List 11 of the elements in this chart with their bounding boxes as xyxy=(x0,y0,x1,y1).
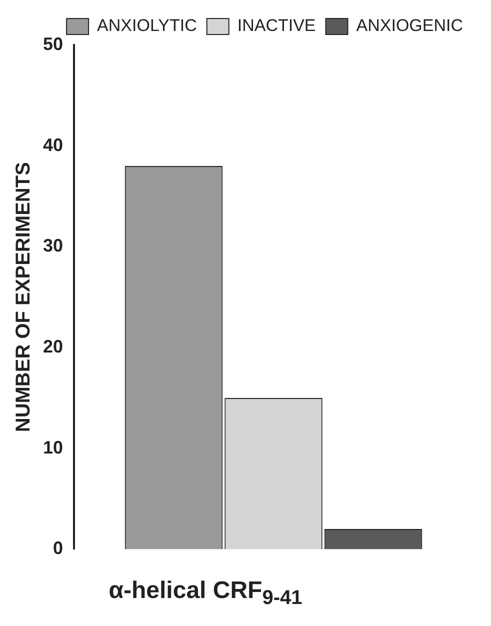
y-tick-label: 50 xyxy=(42,34,64,54)
y-tick-label: 0 xyxy=(53,538,64,558)
legend-label: ANXIOGENIC xyxy=(356,16,464,36)
y-tick-label: 40 xyxy=(42,134,64,155)
y-tick-label: 30 xyxy=(42,236,64,256)
x-axis-title: α-helical CRF$_{9-41}$ xyxy=(108,577,304,610)
y-tick-label: 20 xyxy=(42,336,64,356)
legend-label: ANXIOLYTIC xyxy=(97,16,197,36)
y-tick-label: 10 xyxy=(42,437,64,458)
y-axis-title: NUMBER OF EXPERIMENTS xyxy=(12,162,35,432)
legend-label: INACTIVE xyxy=(237,16,316,36)
